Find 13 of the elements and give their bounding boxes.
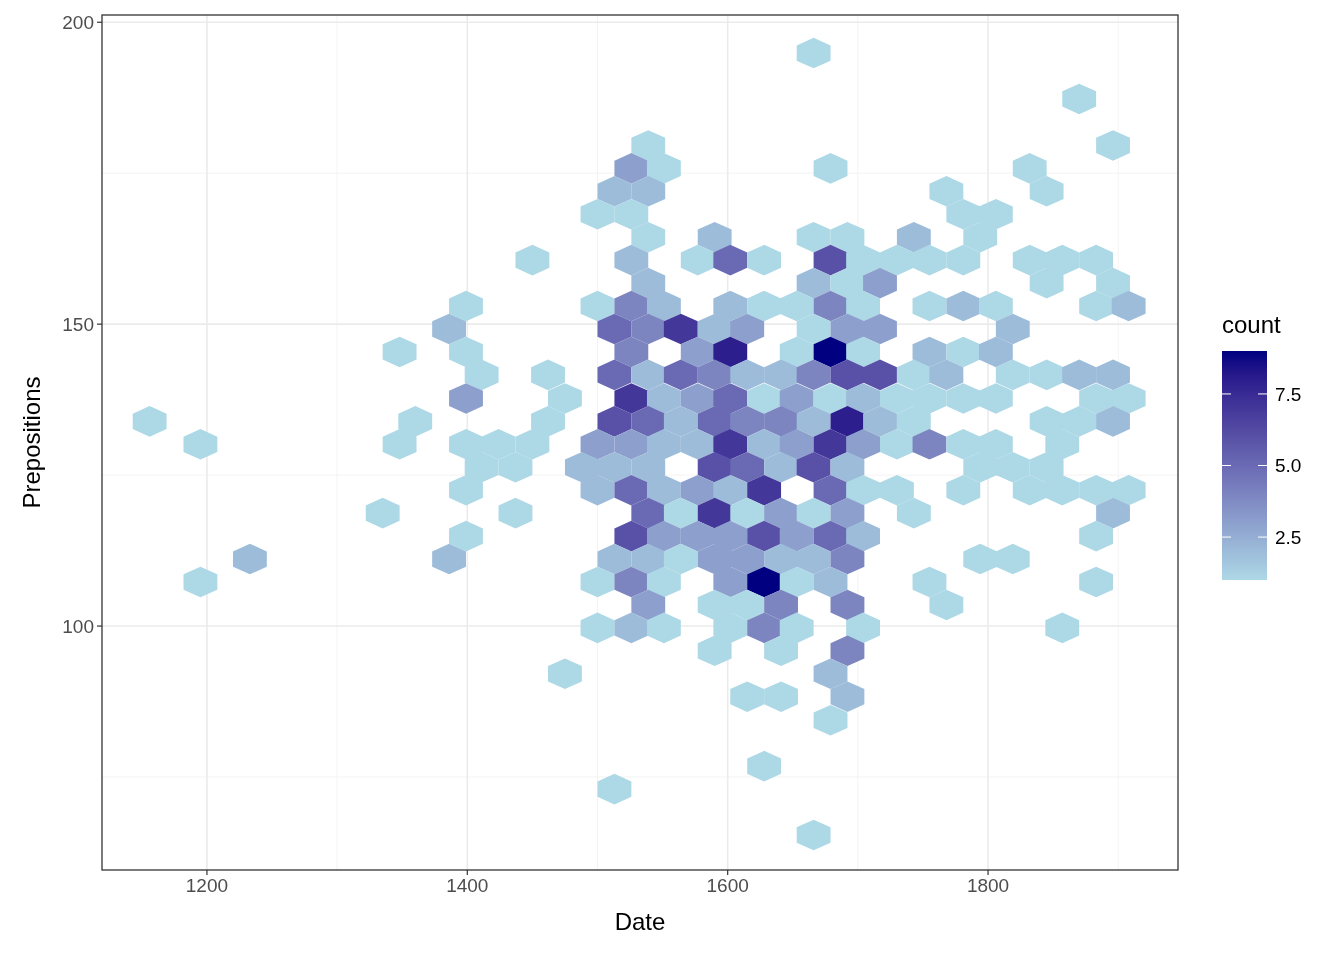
x-tick-label: 1600 <box>706 875 749 896</box>
color-bar-label: 7.5 <box>1275 383 1302 405</box>
y-tick-label: 150 <box>62 313 94 335</box>
color-bar-label: 5.0 <box>1275 455 1302 477</box>
y-tick-label: 200 <box>62 11 94 33</box>
y-axis-title: Prepositions <box>18 376 45 509</box>
color-bar-title: count <box>1222 311 1282 338</box>
x-tick-label: 1200 <box>185 875 229 896</box>
x-axis-title: Date <box>614 908 666 935</box>
y-tick-label: 100 <box>62 615 94 637</box>
x-tick-label: 1400 <box>446 875 489 896</box>
color-bar-label: 2.5 <box>1275 526 1302 548</box>
x-tick-label: 1800 <box>966 875 1010 896</box>
